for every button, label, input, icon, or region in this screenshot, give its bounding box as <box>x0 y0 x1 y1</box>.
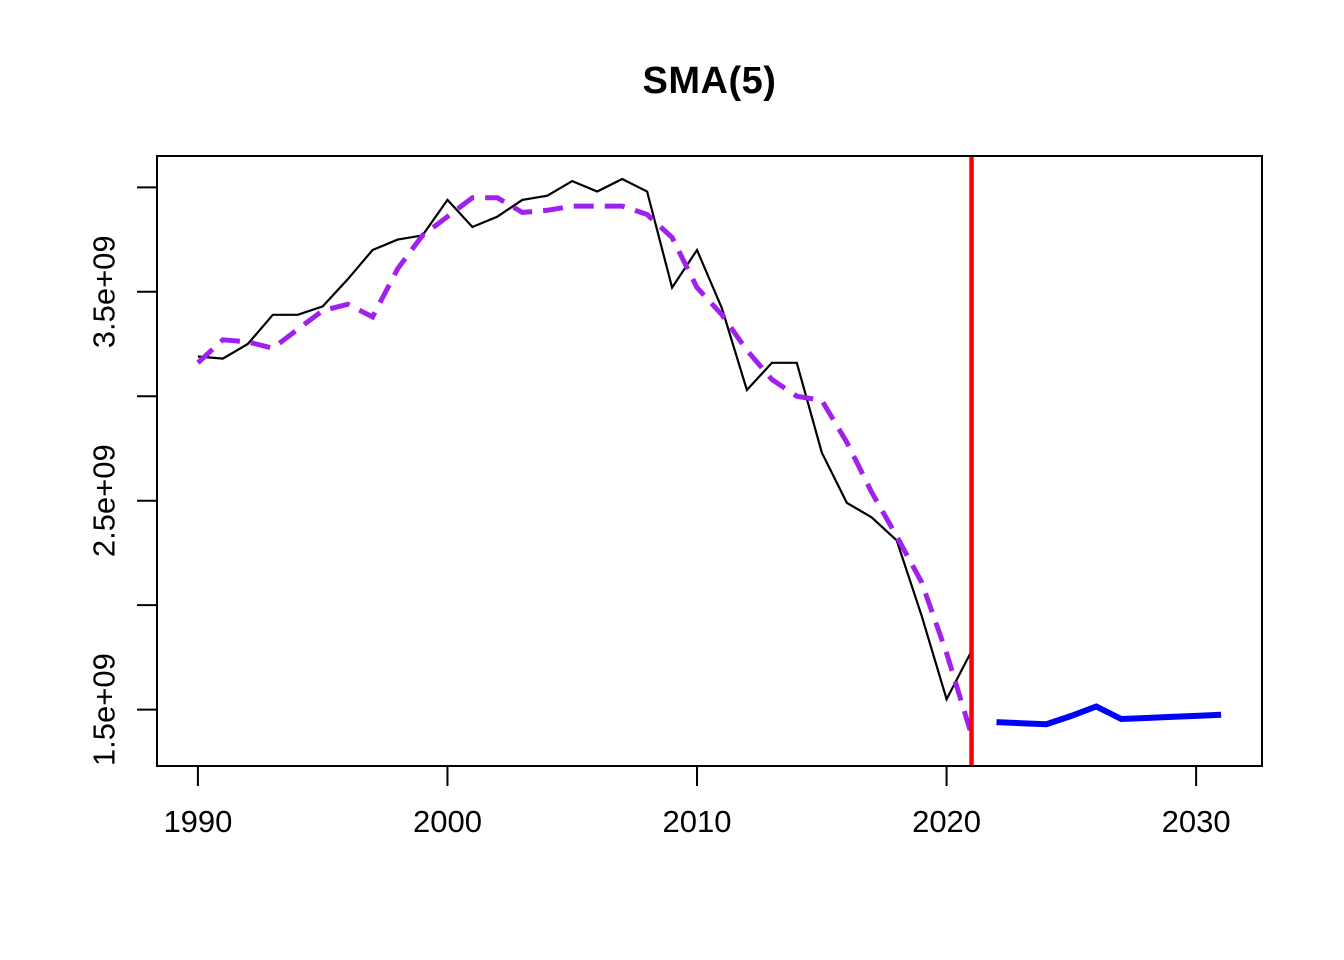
y-axis-tick-label: 1.5e+09 <box>87 653 122 766</box>
plot-border <box>156 155 1263 767</box>
y-axis-tick-label: 3.5e+09 <box>87 235 122 348</box>
x-axis-tick-label: 2020 <box>912 804 981 839</box>
x-axis-tick-label: 2010 <box>663 804 732 839</box>
chart-title: SMA(5) <box>642 60 777 102</box>
x-axis-tick-label: 2030 <box>1162 804 1231 839</box>
y-axis-tick-label: 2.5e+09 <box>87 444 122 557</box>
series-forecast-line <box>996 703 1222 728</box>
series-sma5-line <box>196 195 974 736</box>
x-axis-tick-label: 2000 <box>413 804 482 839</box>
series-observed-line <box>197 177 973 703</box>
x-axis-tick-label: 1990 <box>163 804 232 839</box>
